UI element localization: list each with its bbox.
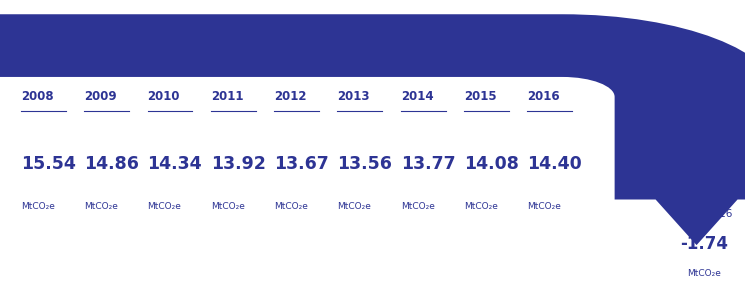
Text: Absolute: Absolute [657, 120, 745, 139]
Text: 2012: 2012 [274, 90, 307, 103]
Text: MtCO₂e: MtCO₂e [527, 202, 561, 211]
Text: MtCO₂e: MtCO₂e [337, 202, 371, 211]
Text: -1.74: -1.74 [680, 235, 728, 253]
Text: 14.86: 14.86 [84, 155, 139, 173]
Text: MtCO₂e: MtCO₂e [464, 202, 498, 211]
Text: MtCO₂e: MtCO₂e [21, 202, 54, 211]
Text: Change: Change [665, 165, 744, 184]
Text: 2013: 2013 [337, 90, 370, 103]
Text: 14.40: 14.40 [527, 155, 582, 173]
Text: 2008-2016: 2008-2016 [676, 209, 732, 219]
Text: 2014: 2014 [401, 90, 434, 103]
PathPatch shape [0, 14, 745, 245]
Text: MtCO₂e: MtCO₂e [687, 269, 721, 278]
Text: 13.92: 13.92 [211, 155, 266, 173]
Text: 2010: 2010 [148, 90, 180, 103]
Text: MtCO₂e: MtCO₂e [84, 202, 118, 211]
Text: MtCO₂e: MtCO₂e [401, 202, 434, 211]
Text: 14.34: 14.34 [148, 155, 202, 173]
Text: 15.54: 15.54 [21, 155, 76, 173]
Text: 2015: 2015 [464, 90, 497, 103]
Text: MtCO₂e: MtCO₂e [274, 202, 308, 211]
Text: 2009: 2009 [84, 90, 117, 103]
Text: 13.56: 13.56 [337, 155, 393, 173]
Text: 2011: 2011 [211, 90, 244, 103]
Text: 13.77: 13.77 [401, 155, 455, 173]
Text: 14.08: 14.08 [464, 155, 519, 173]
Text: 2016: 2016 [527, 90, 560, 103]
Text: MtCO₂e: MtCO₂e [211, 202, 244, 211]
Text: 2008: 2008 [21, 90, 54, 103]
Text: 13.67: 13.67 [274, 155, 329, 173]
Text: MtCO₂e: MtCO₂e [148, 202, 181, 211]
